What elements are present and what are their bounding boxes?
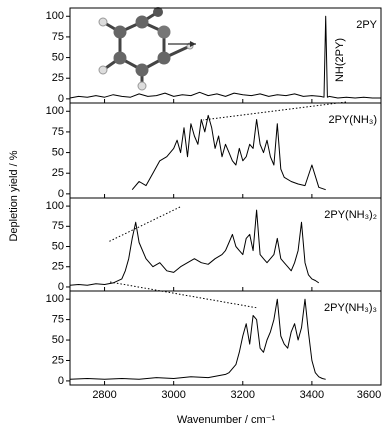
chart: Depletion yield / % Wavenumber / cm⁻¹ 0 2… bbox=[0, 0, 382, 432]
y-tick-label: 100 bbox=[46, 293, 64, 305]
spectrum-line bbox=[132, 115, 326, 189]
y-tick-label: 100 bbox=[46, 10, 64, 22]
panel-label: 2PY(NH₃)₂ bbox=[324, 209, 377, 221]
y-tick-label: 0 bbox=[58, 93, 64, 105]
x-tick-label: 3400 bbox=[300, 389, 324, 401]
y-tick-label: 50 bbox=[52, 51, 64, 63]
x-tick-label: 3000 bbox=[161, 389, 185, 401]
y-tick-label: 50 bbox=[52, 334, 64, 346]
peak-annotation: NH(2PY) bbox=[334, 38, 346, 82]
x-axis-label: Wavenumber / cm⁻¹ bbox=[177, 414, 276, 426]
y-tick-label: 75 bbox=[52, 126, 64, 138]
y-tick-label: 0 bbox=[58, 188, 64, 200]
panel-label: 2PY(NH₃) bbox=[329, 114, 378, 126]
y-tick-label: 25 bbox=[52, 72, 64, 84]
molecule-illustration bbox=[99, 7, 196, 90]
panel-label: 2PY(NH₃)₃ bbox=[324, 302, 377, 314]
y-tick-label: 25 bbox=[52, 261, 64, 273]
y-tick-label: 75 bbox=[52, 31, 64, 43]
spectrum-line bbox=[70, 299, 326, 379]
x-tick-label: 3600 bbox=[357, 389, 381, 401]
x-tick-label: 2800 bbox=[92, 389, 116, 401]
y-tick-label: 75 bbox=[52, 220, 64, 232]
panel-label: 2PY bbox=[356, 19, 377, 31]
y-tick-label: 25 bbox=[52, 167, 64, 179]
y-tick-label: 100 bbox=[46, 105, 64, 117]
y-tick-label: 0 bbox=[58, 375, 64, 387]
x-tick-label: 3200 bbox=[231, 389, 255, 401]
y-tick-label: 25 bbox=[52, 354, 64, 366]
y-tick-label: 50 bbox=[52, 146, 64, 158]
y-tick-label: 50 bbox=[52, 240, 64, 252]
y-axis-label: Depletion yield / % bbox=[8, 150, 20, 241]
spectrum-line bbox=[70, 210, 319, 285]
y-tick-label: 75 bbox=[52, 314, 64, 326]
y-tick-label: 100 bbox=[46, 200, 64, 212]
y-tick-label: 0 bbox=[58, 281, 64, 293]
